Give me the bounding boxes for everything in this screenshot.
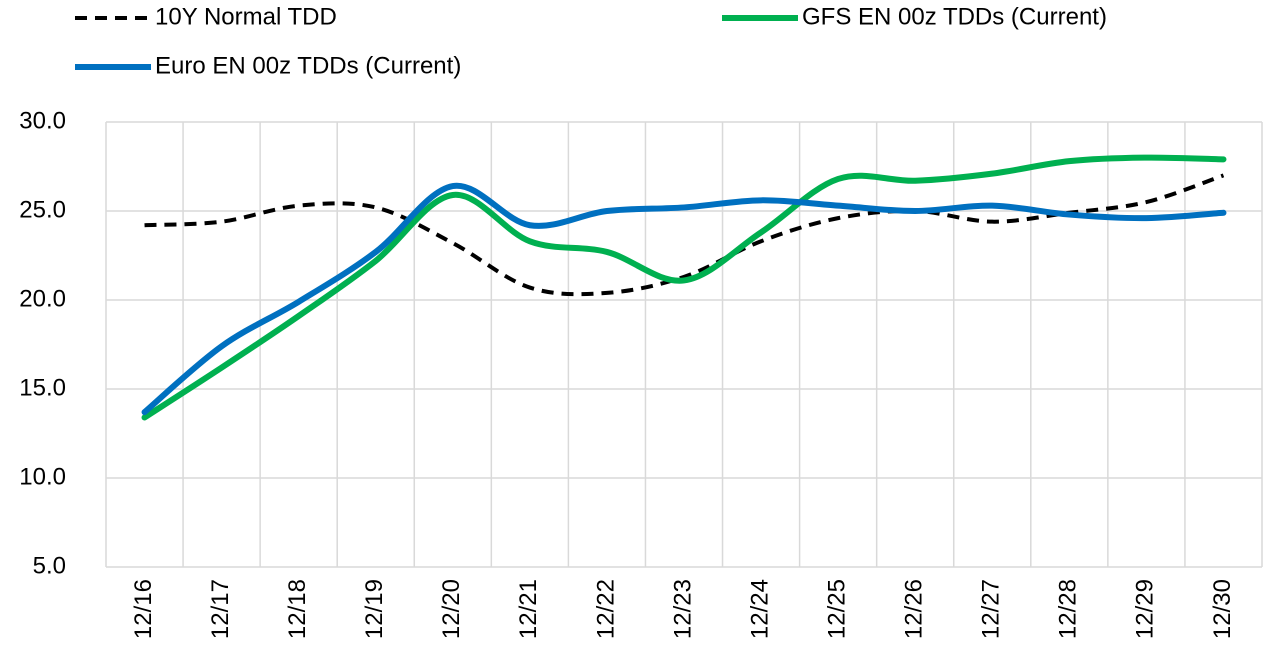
series-line (144, 173, 1225, 297)
x-tick-label: 12/16 (130, 579, 157, 639)
x-tick-label: 12/30 (1209, 579, 1236, 639)
x-tick-label: 12/20 (438, 579, 465, 639)
y-tick-label: 30.0 (19, 107, 66, 134)
x-tick-label: 12/17 (207, 579, 234, 639)
legend-label: GFS EN 00z TDDs (Current) (802, 3, 1107, 30)
series-line (141, 154, 1227, 421)
y-tick-label: 25.0 (19, 196, 66, 223)
x-tick-label: 12/22 (592, 579, 619, 639)
y-tick-label: 5.0 (33, 552, 66, 579)
y-tick-label: 15.0 (19, 374, 66, 401)
x-tick-label: 12/26 (901, 579, 928, 639)
x-tick-label: 12/28 (1055, 579, 1082, 639)
x-tick-label: 12/27 (978, 579, 1005, 639)
x-tick-label: 12/18 (284, 579, 311, 639)
x-tick-label: 12/23 (669, 579, 696, 639)
y-tick-label: 10.0 (19, 463, 66, 490)
x-tick-label: 12/24 (746, 579, 773, 639)
legend-label: Euro EN 00z TDDs (Current) (155, 52, 461, 79)
legend-label: 10Y Normal TDD (155, 3, 337, 30)
x-tick-label: 12/19 (361, 579, 388, 639)
x-tick-label: 12/21 (515, 579, 542, 639)
series-line (141, 182, 1227, 416)
y-tick-label: 20.0 (19, 285, 66, 312)
x-tick-label: 12/29 (1132, 579, 1159, 639)
x-tick-label: 12/25 (823, 579, 850, 639)
